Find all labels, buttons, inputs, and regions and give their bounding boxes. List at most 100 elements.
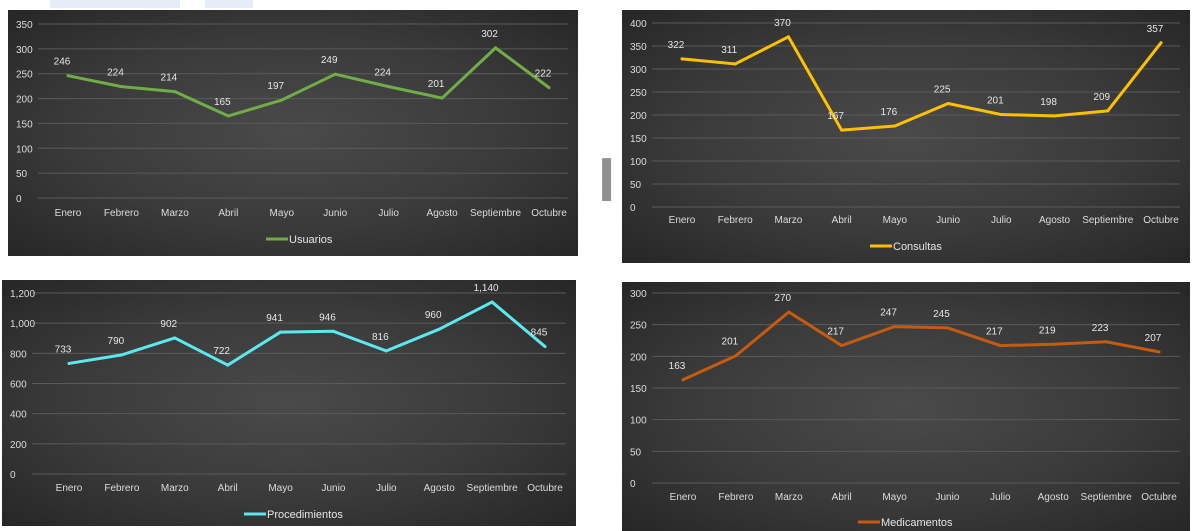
x-tick-label: Abril bbox=[832, 215, 852, 226]
y-tick-label: 150 bbox=[630, 134, 647, 145]
y-tick-label: 250 bbox=[16, 70, 33, 81]
data-point bbox=[998, 344, 1002, 348]
data-label: 224 bbox=[107, 68, 124, 79]
x-tick-label: Enero bbox=[670, 492, 697, 503]
data-point bbox=[387, 85, 391, 89]
chart-medicamentos: 0 50 100 150 200 250 300 Enero Febrero Marzo Abril… bbox=[622, 282, 1190, 531]
data-point bbox=[437, 327, 441, 331]
x-tick-label: Octubre bbox=[527, 483, 563, 494]
data-point bbox=[787, 310, 791, 314]
x-tick-label: Abril bbox=[832, 492, 852, 503]
data-label: 311 bbox=[721, 45, 737, 56]
y-tick-label: 100 bbox=[630, 416, 647, 427]
x-tick-label: Marzo bbox=[775, 215, 803, 226]
data-label: 197 bbox=[267, 81, 284, 92]
data-point bbox=[1159, 41, 1163, 45]
y-tick-label: 200 bbox=[630, 111, 647, 122]
data-label: 1,140 bbox=[474, 283, 499, 294]
data-label: 207 bbox=[1145, 333, 1162, 344]
y-tick-label: 250 bbox=[630, 321, 647, 332]
y-tick-label: 1,000 bbox=[10, 319, 35, 330]
y-tick-label: 300 bbox=[16, 45, 33, 56]
data-label: 163 bbox=[669, 361, 686, 372]
data-label: 790 bbox=[108, 336, 125, 347]
data-label: 270 bbox=[774, 293, 791, 304]
chart-procedimientos-svg: 0 200 400 600 800 1,000 1,200 Enero Febrero Marzo… bbox=[10, 283, 566, 521]
background-watermark-fragment: I bbox=[598, 146, 616, 215]
data-label: 357 bbox=[1147, 24, 1164, 35]
y-tick-label: 150 bbox=[16, 119, 33, 130]
data-label: 214 bbox=[161, 73, 178, 84]
y-tick-label: 400 bbox=[10, 410, 27, 421]
data-point bbox=[893, 325, 897, 329]
data-point bbox=[280, 98, 284, 102]
data-point bbox=[733, 62, 737, 66]
x-tick-label: Febrero bbox=[718, 215, 753, 226]
data-point bbox=[120, 353, 124, 357]
y-tick-label: 0 bbox=[630, 203, 636, 214]
data-label: 222 bbox=[535, 69, 552, 80]
y-tick-label: 150 bbox=[630, 384, 647, 395]
data-point bbox=[786, 35, 790, 39]
data-label: 217 bbox=[986, 327, 1003, 338]
series-line-medicamentos bbox=[681, 310, 1161, 382]
x-tick-label: Enero bbox=[56, 483, 83, 494]
x-tick-label: Enero bbox=[55, 208, 82, 219]
data-point bbox=[946, 102, 950, 105]
data-point bbox=[681, 378, 685, 382]
x-tick-label: Septiembre bbox=[1081, 492, 1133, 503]
data-label: 722 bbox=[213, 346, 230, 357]
data-label: 224 bbox=[374, 68, 391, 79]
data-point bbox=[945, 326, 949, 330]
y-tick-label: 0 bbox=[16, 194, 22, 205]
x-tick-label: Marzo bbox=[161, 208, 189, 219]
data-point bbox=[67, 361, 71, 365]
data-point bbox=[999, 113, 1003, 117]
series-line-usuarios bbox=[66, 46, 551, 118]
y-tick-label: 200 bbox=[16, 95, 33, 106]
y-tick-label: 600 bbox=[10, 380, 27, 391]
x-tick-label: Junio bbox=[935, 492, 959, 503]
data-label: 167 bbox=[827, 111, 844, 122]
data-point bbox=[333, 72, 337, 76]
x-tick-label: Abril bbox=[218, 483, 238, 494]
legend-label: Medicamentos bbox=[881, 517, 953, 529]
x-tick-label: Octubre bbox=[531, 208, 567, 219]
data-point bbox=[384, 349, 388, 353]
data-label: 322 bbox=[668, 40, 685, 51]
data-label: 209 bbox=[1093, 92, 1110, 103]
data-label: 201 bbox=[722, 337, 739, 348]
chart-usuarios: 0 50 100 150 200 250 300 350 Enero Febrero Marzo Ab… bbox=[8, 10, 578, 256]
x-tick-label: Marzo bbox=[161, 483, 189, 494]
data-point bbox=[331, 329, 335, 333]
background-strip bbox=[50, 0, 180, 8]
data-label: 816 bbox=[372, 332, 389, 343]
data-point bbox=[490, 300, 494, 304]
data-label: 946 bbox=[319, 312, 336, 323]
x-tick-label: Septiembre bbox=[470, 208, 522, 219]
data-label: 247 bbox=[880, 308, 897, 319]
x-tick-label: Mayo bbox=[270, 208, 295, 219]
data-label: 249 bbox=[321, 55, 338, 66]
x-tick-label: Agosto bbox=[1039, 215, 1071, 226]
x-tick-label: Julio bbox=[990, 492, 1011, 503]
data-point bbox=[1104, 340, 1108, 344]
x-tick-label: Enero bbox=[669, 215, 696, 226]
data-label: 225 bbox=[934, 85, 951, 96]
data-point bbox=[119, 85, 123, 89]
x-tick-label: Febrero bbox=[104, 208, 139, 219]
y-tick-label: 1,200 bbox=[10, 289, 35, 300]
data-point bbox=[494, 46, 498, 50]
y-tick-label: 0 bbox=[10, 470, 16, 481]
data-label: 941 bbox=[266, 313, 283, 324]
data-point bbox=[547, 86, 551, 90]
y-tick-label: 50 bbox=[630, 180, 642, 191]
data-point bbox=[226, 363, 230, 367]
x-tick-label: Junio bbox=[936, 215, 960, 226]
data-label: 245 bbox=[933, 309, 950, 320]
data-label: 960 bbox=[425, 310, 442, 321]
legend-label: Procedimientos bbox=[267, 509, 343, 521]
chart-usuarios-svg: 0 50 100 150 200 250 300 350 Enero Febrero Marzo Ab… bbox=[16, 20, 568, 246]
data-label: 845 bbox=[531, 328, 548, 339]
data-point bbox=[840, 128, 844, 132]
